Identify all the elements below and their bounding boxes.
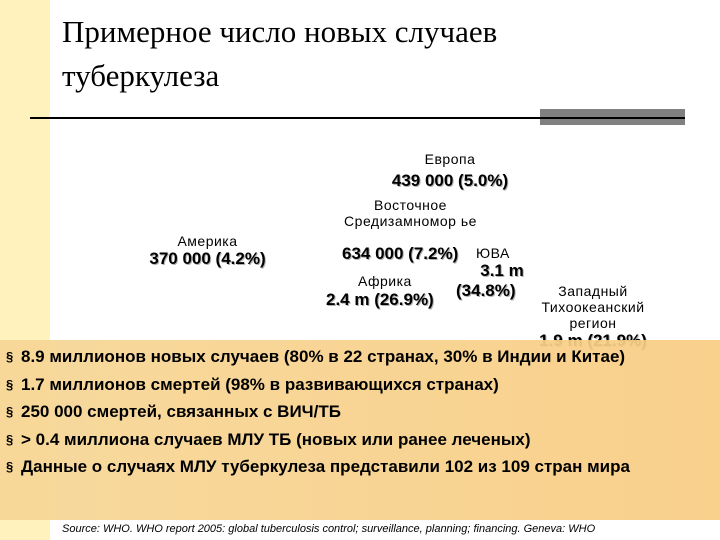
region-sea-value-line1: 3.1 m	[480, 261, 524, 280]
bullet-text: 1.7 миллионов смертей (98% в развивающих…	[21, 374, 499, 394]
bullet-mark: §	[6, 431, 14, 447]
region-americas-name: Америка	[177, 233, 238, 249]
bullet-list: § 8.9 миллионов новых случаев (80% в 22 …	[6, 343, 711, 481]
region-eastern-mediterranean-value: 634 000 (7.2%)	[342, 244, 459, 263]
region-sea-value-line2: (34.8%)	[456, 281, 516, 300]
bullet-item: § 8.9 миллионов новых случаев (80% в 22 …	[6, 343, 711, 371]
region-africa-value: 2.4 m (26.9%)	[326, 290, 434, 309]
region-eastern-mediterranean-name: Восточное Средизамномор ье	[344, 197, 477, 229]
bullet-text: Данные о случаях МЛУ туберкулеза предста…	[21, 457, 630, 476]
source-citation: Source: WHO. WHO report 2005: global tub…	[62, 523, 596, 535]
slide-title: Примерное число новых случаев туберкулез…	[62, 14, 498, 93]
bullets-background-shade	[0, 340, 720, 520]
region-eastern-mediterranean: Восточное Средизамномор ье	[338, 197, 483, 229]
region-africa-name: Африка	[358, 273, 412, 289]
region-europe-value: 439 000 (5.0%)	[391, 171, 509, 190]
region-western-pacific-name: Западный Тихоокеанский регион	[541, 283, 645, 331]
bullet-mark: §	[6, 404, 14, 419]
region-sea-name: ЮВА	[476, 245, 510, 261]
bullet-item: § 250 000 смертей, связанных с ВИЧ/ТБ	[6, 398, 711, 426]
region-americas: Америка 370 000 (4.2%)	[130, 233, 285, 269]
bullet-text: 250 000 смертей, связанных с ВИЧ/ТБ	[21, 402, 341, 421]
bullet-text: 8.9 миллионов новых случаев (80% в 22 ст…	[21, 347, 626, 366]
bullet-item: § 1.7 миллионов смертей (98% в развивающ…	[6, 371, 711, 399]
region-europe: Европа 439 000 (5.0%)	[375, 151, 525, 191]
bullet-mark: §	[6, 459, 14, 474]
bullet-text: > 0.4 миллиона случаев МЛУ ТБ (новых или…	[21, 429, 531, 449]
bullet-item: § > 0.4 миллиона случаев МЛУ ТБ (новых и…	[6, 426, 711, 454]
region-americas-value: 370 000 (4.2%)	[149, 249, 266, 268]
bullet-item: § Данные о случаях МЛУ туберкулеза предс…	[6, 453, 711, 481]
region-europe-name: Европа	[424, 151, 476, 167]
bullet-mark: §	[6, 376, 14, 392]
bullet-mark: §	[6, 349, 14, 364]
title-rule	[30, 117, 685, 119]
region-sea-value: 3.1 m (34.8%)	[456, 261, 536, 301]
